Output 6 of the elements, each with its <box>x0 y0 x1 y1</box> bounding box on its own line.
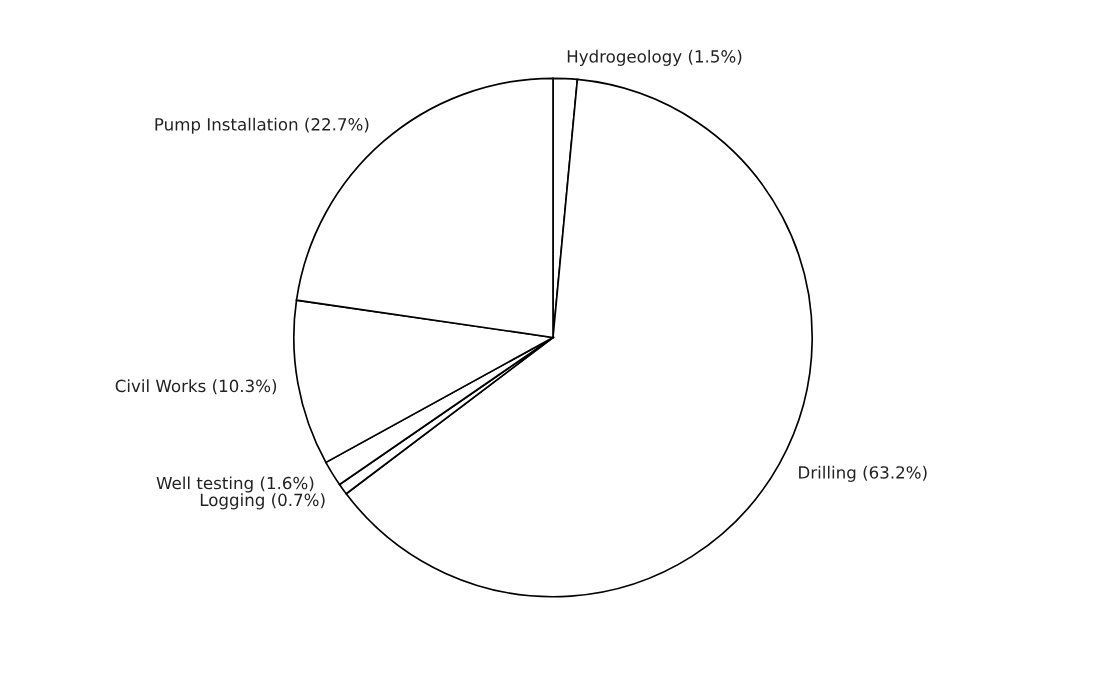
slice-label: Drilling (63.2%) <box>799 465 927 482</box>
slice-label: Hydrogeology (1.5%) <box>567 49 742 66</box>
slice-label: Logging (0.7%) <box>200 493 325 510</box>
slice-label: Pump Installation (22.7%) <box>155 117 369 134</box>
slice-label: Civil Works (10.3%) <box>115 379 277 395</box>
slice-label: Well testing (1.6%) <box>156 476 314 493</box>
